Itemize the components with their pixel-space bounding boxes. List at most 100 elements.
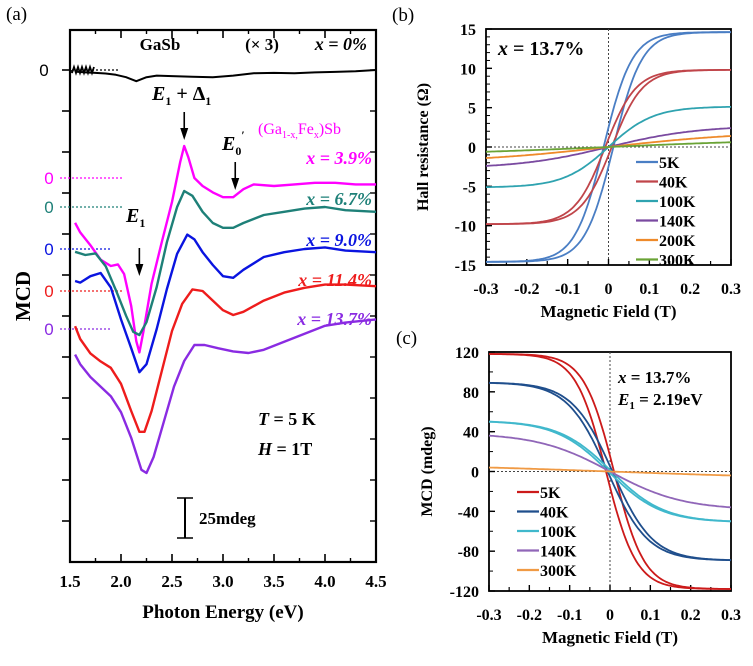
zero-label: 0: [44, 320, 53, 339]
y-axis-label: Hall resistance (Ω): [415, 83, 432, 211]
legend-label: 140K: [659, 214, 696, 231]
x-tick-label: -0.3: [473, 281, 498, 298]
series-label-5: x = 13.7%: [296, 309, 372, 329]
y-tick-label: 0: [471, 465, 479, 482]
series-label-4: x = 11.4%: [297, 270, 372, 290]
x-tick-label: -0.3: [476, 607, 501, 624]
panel-c: -0.3 -0.2 -0.1 0 0.1 0.2 0.3 120 80 40 0 -40 -80 -120…: [419, 345, 741, 647]
y-tick-label: -120: [450, 584, 479, 601]
mcd-curve-0: [75, 69, 377, 83]
zero-label: 0: [44, 198, 53, 217]
zero-label: 0: [44, 240, 53, 259]
zero-label: 0: [44, 282, 53, 301]
y-axis-label: MCD: [11, 271, 35, 321]
condition-field: H = 1T: [257, 439, 312, 459]
x-axis-label: Photon Energy (eV): [142, 602, 303, 623]
plot-frame-a: [68, 28, 378, 564]
panel-label-a: (a): [6, 4, 27, 25]
y-tick-label: 40: [463, 425, 479, 442]
x-tick-label: 0.3: [721, 607, 741, 624]
series-label-2: x = 6.7%: [305, 189, 372, 209]
loop-branch-down-40K: [488, 381, 732, 561]
x-tick-label: 4.0: [314, 572, 335, 591]
annotation-composition: x = 13.7%: [497, 38, 584, 60]
loop-branch-down-5K: [489, 353, 731, 590]
legend-label: 5K: [540, 485, 561, 502]
y-tick-label: 5: [468, 101, 476, 118]
scale-bar-label: 25mdeg: [199, 509, 256, 528]
x-tick-label: 4.5: [365, 572, 386, 591]
gasb-label: GaSb: [140, 35, 181, 54]
loop-branch-down-40K: [486, 69, 731, 225]
panel-label-c: (c): [396, 328, 417, 349]
legend-label: 40K: [540, 505, 569, 522]
y-tick-label: 80: [463, 385, 479, 402]
legend-label: 300K: [659, 253, 696, 270]
condition-temperature: T = 5 K: [258, 409, 316, 429]
x-tick-label: -0.2: [514, 281, 539, 298]
y-tick-label: -5: [463, 179, 476, 196]
loop-branch-down-5K: [486, 31, 731, 263]
x-tick-label: 2.0: [110, 572, 131, 591]
x-tick-label: -0.1: [557, 607, 582, 624]
legend-label: 100K: [659, 194, 696, 211]
mcd-curve-4: [73, 283, 377, 433]
arrowhead-e1: [135, 264, 144, 276]
legend-label: 40K: [659, 175, 688, 192]
loop-branch-up-300K: [488, 466, 732, 477]
y-tick-label: -40: [458, 504, 479, 521]
annotation-e0-prime: E0′: [221, 128, 245, 158]
legend-label: 200K: [659, 233, 696, 250]
mcd-curve-2: [74, 189, 377, 337]
x-tick-label: 0.2: [681, 607, 701, 624]
legend-label: 5K: [659, 155, 680, 172]
x-tick-label: -0.1: [555, 281, 580, 298]
gasb-noise: [71, 64, 95, 76]
x-tick-label: 0: [605, 281, 613, 298]
y-axis-label: MCD (mdeg): [419, 426, 436, 516]
series-label-3: x = 9.0%: [305, 230, 372, 250]
panel-b: -0.3 -0.2 -0.1 0 0.1 0.2 0.3 15 10 5 0 -5 -10 -15 Magn…: [415, 22, 741, 321]
x-tick-label: 3.5: [263, 572, 284, 591]
arrowhead-e0-prime: [231, 178, 240, 190]
mcd-curve-3: [74, 233, 377, 374]
x-tick-label: -0.2: [517, 607, 542, 624]
x-tick-label: 0: [606, 607, 614, 624]
legend-label: 140K: [540, 544, 577, 561]
series-label-0: x = 0%: [314, 34, 367, 54]
panel-label-b: (b): [392, 5, 414, 26]
zero-label: 0: [44, 169, 53, 188]
annotation-e1-delta1: E1 + Δ1: [151, 83, 211, 108]
y-tick-label: 120: [455, 345, 479, 362]
y-tick-label: 15: [460, 22, 476, 39]
x-tick-label: 0.2: [680, 281, 700, 298]
mcd-curve-1: [74, 144, 376, 354]
material-label: (Ga1-x,Fex)Sb: [258, 121, 341, 141]
mcd-curve-5: [74, 318, 377, 475]
arrowhead-e1-delta1: [180, 128, 189, 140]
x-tick-label: 0.1: [639, 281, 659, 298]
multiplier-label: (× 3): [245, 35, 279, 54]
loop-branch-down-100K: [488, 420, 732, 523]
y-tick-label: 0: [468, 140, 476, 157]
zero-label: 0: [39, 61, 48, 80]
x-tick-label: 3.0: [212, 572, 233, 591]
annotation-e1: E1: [125, 205, 145, 230]
y-tick-label: -15: [455, 258, 476, 275]
series-label-1: x = 3.9%: [305, 148, 372, 168]
x-tick-label: 1.5: [59, 572, 80, 591]
annotation-e1-energy: E1 = 2.19eV: [617, 390, 703, 412]
x-tick-label: 0.1: [640, 607, 660, 624]
annotation-composition: x = 13.7%: [617, 368, 691, 387]
y-tick-label: -10: [455, 219, 476, 236]
x-axis-label: Magnetic Field (T): [541, 302, 677, 321]
y-tick-label: -80: [458, 544, 479, 561]
loop-branch-up-300K: [486, 141, 731, 153]
legend-label: 300K: [540, 563, 577, 580]
x-tick-label: 0.3: [721, 281, 741, 298]
x-tick-label: 2.5: [161, 572, 182, 591]
panel-a: 1.5 2.0 2.5 3.0 3.5 4.0 4.5 Photon Energy (eV) M…: [11, 28, 387, 623]
y-tick-label: 10: [460, 61, 476, 78]
legend-label: 100K: [540, 524, 577, 541]
